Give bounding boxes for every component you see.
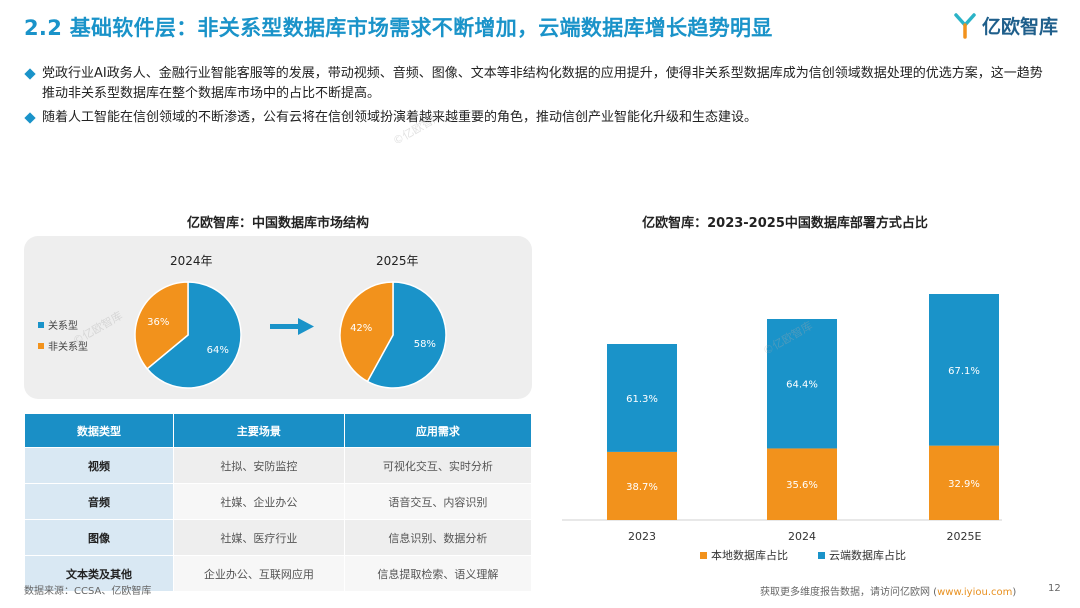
legend-label: 云端数据库占比 <box>829 548 906 562</box>
logo: 亿欧智库 <box>954 12 1058 39</box>
legend-item-nonrelational: 非关系型 <box>38 338 88 353</box>
table-cell: 社拟、安防监控 <box>173 447 345 484</box>
table-cell-type: 文本类及其他 <box>24 555 174 592</box>
pie-slice-非关系型 <box>134 281 189 370</box>
bar-segment-本地数据库占比 <box>767 448 837 520</box>
table-header-cell: 数据类型 <box>24 413 174 448</box>
pie-charts: 64% 36% 58% 42% <box>134 281 447 389</box>
data-type-table: 数据类型 主要场景 应用需求 视频 社拟、安防监控 可视化交互、实时分析 音频 … <box>24 413 533 592</box>
logo-icon <box>954 12 976 39</box>
footer-text: ) <box>1012 587 1017 598</box>
bar-chart-title: 亿欧智库：2023-2025中国数据库部署方式占比 <box>642 216 928 231</box>
bar-segment-本地数据库占比 <box>929 445 999 520</box>
bar-segment-云端数据库占比 <box>607 344 677 452</box>
pie-2024-title: 2024年 <box>170 254 213 268</box>
diamond-bullet-icon <box>24 68 36 80</box>
data-source: 数据来源：CCSA、亿欧智库 <box>24 586 152 597</box>
table-header-cell: 主要场景 <box>173 413 345 448</box>
bar-data-label: 32.9% <box>948 479 980 490</box>
bullet-text: 随着人工智能在信创领域的不断渗透，公有云将在信创领域扮演着越来越重要的角色，推动… <box>42 110 758 125</box>
pie-slice-label: 42% <box>350 323 372 334</box>
pie-slice-label: 36% <box>147 317 169 328</box>
x-tick-label: 2023 <box>628 530 656 543</box>
logo-text: 亿欧智库 <box>981 16 1058 38</box>
pie-chart-title: 亿欧智库：中国数据库市场结构 <box>186 216 369 231</box>
x-tick-label: 2024 <box>788 530 816 543</box>
stacked-bar-chart: 38.7% 61.3% 2023 35.6% 64.4% 2024 32.9% 67.1% 20… <box>562 294 1002 562</box>
bar-segment-云端数据库占比 <box>767 319 837 449</box>
table-row: 图像 社媒、医疗行业 信息识别、数据分析 <box>24 519 533 556</box>
footer-more-info: 获取更多维度报告数据，请访问亿欧网 (www.iyiou.com) <box>760 583 1016 598</box>
table-header-row: 数据类型 主要场景 应用需求 <box>24 413 533 448</box>
bar-segment-云端数据库占比 <box>929 294 999 446</box>
arrow-icon <box>270 318 314 335</box>
table-cell: 语音交互、内容识别 <box>343 483 533 520</box>
bar-data-label: 38.7% <box>626 482 658 493</box>
table-row: 文本类及其他 企业办公、互联网应用 信息提取检索、语义理解 <box>24 555 533 592</box>
table-cell: 企业办公、互联网应用 <box>173 555 345 592</box>
table-cell: 信息识别、数据分析 <box>343 519 533 556</box>
legend-label: 非关系型 <box>48 342 88 353</box>
legend-label: 本地数据库占比 <box>711 548 788 562</box>
bar-data-label: 61.3% <box>626 394 658 405</box>
bullet-text: 党政行业AI政务人、金融行业智能客服等的发展，带动视频、音频、图像、文本等非结构… <box>42 66 1043 101</box>
table-header-cell: 应用需求 <box>343 413 533 448</box>
footer-text: 获取更多维度报告数据，请访问亿欧网 ( <box>760 587 938 598</box>
bullet-item: 党政行业AI政务人、金融行业智能客服等的发展，带动视频、音频、图像、文本等非结构… <box>24 64 1054 104</box>
pie-slice-关系型 <box>366 281 447 389</box>
table-cell: 社媒、医疗行业 <box>173 519 345 556</box>
legend-swatch <box>700 552 707 559</box>
legend-swatch <box>38 342 44 349</box>
page-number: 12 <box>1048 583 1061 594</box>
footer-link[interactable]: www.iyiou.com <box>937 587 1013 598</box>
pie-2024: 64% 36% <box>134 281 242 389</box>
pie-2025-title: 2025年 <box>376 254 419 268</box>
pie-panel <box>24 236 532 399</box>
table-cell-type: 图像 <box>24 519 174 556</box>
table-cell: 可视化交互、实时分析 <box>343 447 533 484</box>
pie-slice-label: 64% <box>207 345 229 356</box>
legend-swatch <box>818 552 825 559</box>
pie-slice-label: 58% <box>414 339 436 350</box>
table-cell: 社媒、企业办公 <box>173 483 345 520</box>
pie-2025: 58% 42% <box>339 281 447 389</box>
pie-slice-非关系型 <box>339 281 394 383</box>
pie-slice-关系型 <box>146 281 242 389</box>
table-row: 音频 社媒、企业办公 语音交互、内容识别 <box>24 483 533 520</box>
page-title: 2.2 基础软件层：非关系型数据库市场需求不断增加，云端数据库增长趋势明显 <box>24 16 773 40</box>
table-cell-type: 视频 <box>24 447 174 484</box>
bar-data-label: 64.4% <box>786 380 818 391</box>
diamond-bullet-icon <box>24 112 36 124</box>
bar-data-label: 67.1% <box>948 366 980 377</box>
legend-swatch <box>38 321 44 328</box>
bullet-item: 随着人工智能在信创领域的不断渗透，公有云将在信创领域扮演着越来越重要的角色，推动… <box>24 108 1054 128</box>
table-row: 视频 社拟、安防监控 可视化交互、实时分析 <box>24 447 533 484</box>
bar-data-label: 35.6% <box>786 480 818 491</box>
legend-item-relational: 关系型 <box>38 317 78 332</box>
table-cell-type: 音频 <box>24 483 174 520</box>
bullet-list: 党政行业AI政务人、金融行业智能客服等的发展，带动视频、音频、图像、文本等非结构… <box>24 64 1054 132</box>
legend-label: 关系型 <box>48 321 78 332</box>
bar-segment-本地数据库占比 <box>607 451 677 520</box>
table-cell: 信息提取检索、语义理解 <box>343 555 533 592</box>
x-tick-label: 2025E <box>947 530 982 543</box>
